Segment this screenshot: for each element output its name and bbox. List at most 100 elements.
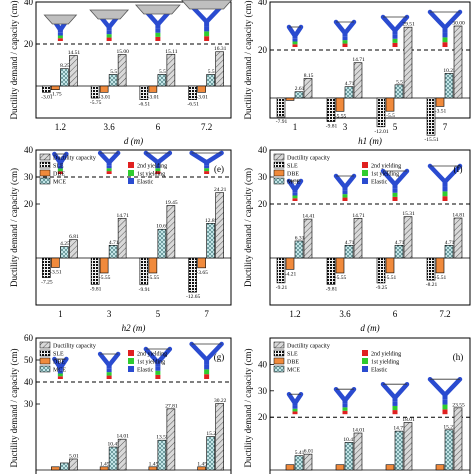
bar-sle	[426, 257, 436, 281]
pier-icon	[189, 150, 224, 174]
bar-mce	[60, 246, 69, 259]
pier-icon	[134, 4, 181, 41]
bar-dbe	[335, 464, 345, 471]
bar-mce	[157, 228, 167, 259]
bar-sle	[90, 85, 100, 99]
panel-frame	[269, 149, 471, 306]
legend-swatch-yield2	[362, 350, 368, 356]
bar-capacity	[303, 218, 313, 259]
y-tick-label: 30	[24, 172, 34, 182]
legend-swatch-dbe	[273, 169, 285, 177]
pier-icon	[286, 178, 304, 201]
data-label-dbe: -3.01	[196, 94, 208, 100]
bar-dbe	[335, 257, 345, 274]
data-label-mce: 5.5	[159, 69, 166, 75]
data-label-sle: -3.01	[41, 94, 53, 100]
legend-label-yield2: 2nd yielding	[371, 164, 401, 170]
data-label-dbe: -5.51	[435, 275, 447, 281]
bar-mce	[206, 436, 215, 471]
data-label-sle: -12.01	[374, 129, 388, 135]
bar-sle	[376, 257, 386, 284]
data-label-capacity: 14.51	[68, 50, 81, 56]
legend-swatch-mce	[39, 365, 51, 373]
data-label-sle: -9.81	[326, 124, 338, 130]
data-label-capacity: 5.01	[69, 453, 79, 459]
data-label-dbe: -5.55	[99, 275, 111, 281]
data-label-sle: -9.81	[326, 286, 338, 292]
data-label-sle: -7.25	[41, 280, 53, 286]
pier-icon	[189, 341, 224, 379]
legend-swatch-sle	[39, 161, 51, 169]
pier-icon	[143, 346, 173, 379]
legend-swatch-yield1	[128, 358, 134, 364]
legend: Ductility capacity SLE DBE MCE 2nd yielding 1…	[273, 341, 401, 374]
bar-mce	[206, 74, 215, 87]
x-tick-label: 6	[393, 309, 398, 319]
data-label-dbe: 1.45	[197, 461, 207, 467]
pier-icon	[286, 391, 304, 415]
pier-icon	[380, 381, 410, 415]
data-label-capacity: 14.41	[302, 214, 315, 220]
legend-label-mce: MCE	[287, 368, 300, 374]
bar-sle	[42, 85, 51, 93]
data-label-dbe: 1.45	[100, 461, 110, 467]
bar-sle	[326, 97, 336, 122]
panel-6: 40 30 20 Ductility demand / capacity (cm) 5.…	[243, 337, 471, 474]
bar-mce	[344, 244, 354, 259]
data-label-mce: 13.55	[156, 435, 169, 441]
data-label-capacity: 14.01	[352, 428, 365, 434]
data-label-mce: 4.71	[395, 240, 405, 246]
bar-dbe	[99, 466, 109, 471]
bar-dbe	[197, 85, 206, 93]
x-tick-label: 1	[293, 122, 298, 132]
legend-swatch-mce	[39, 177, 51, 185]
bar-sle	[188, 257, 197, 293]
data-label-dbe: -1.75	[50, 92, 62, 98]
data-label-capacity: 15.11	[165, 49, 177, 55]
bar-mce	[294, 240, 304, 259]
data-label-capacity: 8.15	[304, 73, 314, 79]
bar-capacity	[353, 217, 363, 259]
y-axis-label: Ductility demand / capacity (cm)	[9, 349, 19, 468]
legend-swatch-yield2	[128, 350, 134, 356]
bar-dbe	[148, 466, 158, 471]
legend-label-capacity: Ductility capacity	[53, 156, 96, 162]
panel-frame	[269, 1, 471, 119]
bar-sle	[376, 97, 386, 128]
bar-capacity	[215, 192, 224, 259]
legend-label-capacity: Ductility capacity	[287, 344, 330, 350]
bar-dbe	[51, 85, 60, 90]
x-axis-label: d (m)	[360, 323, 379, 333]
data-label-dbe: -5.55	[335, 113, 347, 119]
legend-swatch-yield2	[362, 162, 368, 168]
data-label-mce: 10.45	[107, 442, 120, 448]
bar-dbe	[99, 85, 109, 93]
data-label-capacity: 6.81	[69, 234, 79, 240]
bar-dbe	[197, 257, 206, 269]
legend-swatch-mce	[273, 365, 285, 373]
data-label-sle: -15.51	[424, 137, 438, 143]
bar-mce	[394, 244, 404, 259]
data-label-dbe: -3.01	[148, 94, 160, 100]
legend-label-yield1: 1st yielding	[371, 172, 399, 178]
data-label-mce: 4.71	[345, 240, 355, 246]
bar-capacity	[166, 53, 176, 87]
legend-swatch-yield1	[362, 170, 368, 176]
panel-4: 40 30 20 Ductility demand / capacity (cm) -9…	[243, 145, 471, 333]
data-label-mce: 5.5	[396, 79, 403, 85]
pier-icon	[43, 14, 78, 41]
legend-label-capacity: Ductility capacity	[53, 344, 96, 350]
data-label-dbe: -5.55	[148, 275, 160, 281]
data-label-capacity: 30.00	[452, 21, 465, 27]
bar-capacity	[117, 438, 127, 471]
legend-label-elastic: Elastic	[371, 368, 388, 374]
pier-icon	[380, 14, 410, 47]
panel-frame	[35, 149, 232, 306]
bar-capacity	[353, 432, 363, 471]
bar-dbe	[385, 257, 395, 274]
data-label-capacity: 18.01	[402, 417, 415, 423]
bar-dbe	[285, 97, 295, 101]
bar-dbe	[197, 466, 206, 471]
legend-swatch-capacity	[39, 341, 51, 349]
